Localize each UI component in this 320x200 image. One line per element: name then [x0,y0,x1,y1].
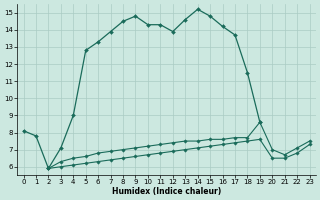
X-axis label: Humidex (Indice chaleur): Humidex (Indice chaleur) [112,187,221,196]
